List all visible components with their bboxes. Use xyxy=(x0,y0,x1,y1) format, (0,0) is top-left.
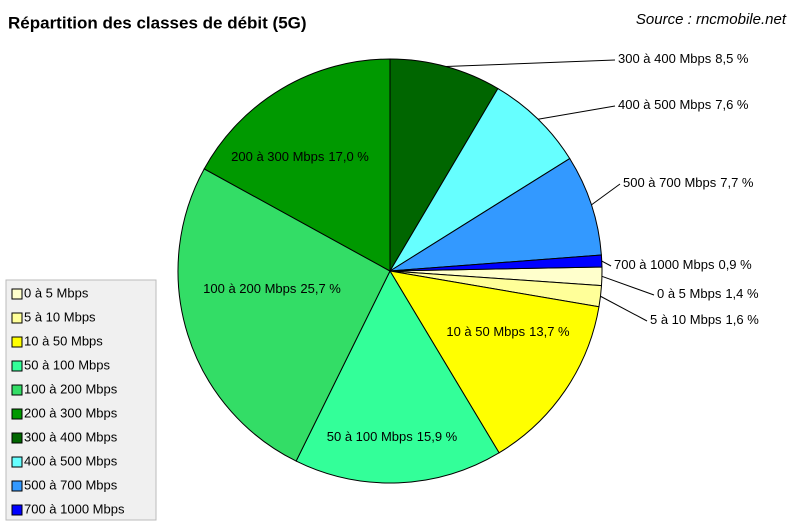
legend-swatch xyxy=(11,312,23,324)
leader-line xyxy=(445,59,616,68)
data-label-category: 50 à 100 Mbps xyxy=(327,429,414,444)
legend-label: 300 à 400 Mbps xyxy=(24,429,118,444)
legend-label: 5 à 10 Mbps xyxy=(24,309,96,324)
data-label-value: 17,0 % xyxy=(328,149,369,164)
pie: 0 à 5 Mbps 1,4 %5 à 10 Mbps 1,6 %10 à 50 M… xyxy=(177,51,759,484)
data-label-category: 400 à 500 Mbps xyxy=(618,97,712,112)
data-label-value: 0,9 % xyxy=(718,257,752,272)
data-label: 200 à 300 Mbps 17,0 % xyxy=(231,149,369,164)
legend-swatch xyxy=(11,336,23,348)
legend-box xyxy=(5,279,157,521)
legend: 0 à 5 Mbps 5 à 10 Mbps 10 à 50 Mbps 50 à 10… xyxy=(5,279,157,521)
data-label-value: 1,4 % xyxy=(725,286,759,301)
legend-swatch xyxy=(11,288,23,300)
legend-label: 0 à 5 Mbps xyxy=(24,285,89,300)
legend-label: 200 à 300 Mbps xyxy=(24,405,118,420)
pie-slice xyxy=(389,157,602,272)
data-label-category: 10 à 50 Mbps xyxy=(446,324,525,339)
chart-title: Répartition des classes de débit (5G) xyxy=(8,13,307,32)
legend-swatch xyxy=(11,432,23,444)
data-label-value: 15,9 % xyxy=(417,429,458,444)
legend-swatch xyxy=(11,384,23,396)
legend-swatch xyxy=(11,408,23,420)
data-label: 700 à 1000 Mbps 0,9 % xyxy=(614,257,752,272)
legend-label: 50 à 100 Mbps xyxy=(24,357,111,372)
legend-swatch xyxy=(11,456,23,468)
pie-slice xyxy=(389,270,600,454)
data-label-value: 25,7 % xyxy=(300,281,341,296)
leader-line xyxy=(591,183,621,206)
source: Source : rncmobile.net xyxy=(636,11,787,28)
data-label-category: 700 à 1000 Mbps xyxy=(614,257,715,272)
data-label-category: 500 à 700 Mbps xyxy=(623,175,717,190)
leader-line xyxy=(537,105,616,120)
data-label-value: 8,5 % xyxy=(715,51,749,66)
data-label: 5 à 10 Mbps 1,6 % xyxy=(650,312,759,327)
data-label: 0 à 5 Mbps 1,4 % xyxy=(657,286,759,301)
data-label-category: 300 à 400 Mbps xyxy=(618,51,712,66)
data-label-value: 13,7 % xyxy=(529,324,570,339)
data-label: 10 à 50 Mbps 13,7 % xyxy=(446,324,570,339)
pie-slice xyxy=(389,87,571,272)
leader-line xyxy=(600,295,648,322)
legend-label: 500 à 700 Mbps xyxy=(24,477,118,492)
legend-label: 10 à 50 Mbps xyxy=(24,333,103,348)
data-label: 500 à 700 Mbps 7,7 % xyxy=(623,175,754,190)
data-label: 100 à 200 Mbps 25,7 % xyxy=(203,281,341,296)
data-label-category: 0 à 5 Mbps xyxy=(657,286,722,301)
legend-swatch xyxy=(11,480,23,492)
legend-label: 100 à 200 Mbps xyxy=(24,381,118,396)
legend-label: 700 à 1000 Mbps xyxy=(24,501,125,516)
data-label-category: 5 à 10 Mbps xyxy=(650,312,722,327)
legend-label: 400 à 500 Mbps xyxy=(24,453,118,468)
data-label-value: 7,6 % xyxy=(715,97,749,112)
leader-line xyxy=(601,275,655,296)
data-label-category: 200 à 300 Mbps xyxy=(231,149,325,164)
legend-swatch xyxy=(11,360,23,372)
data-label-category: 100 à 200 Mbps xyxy=(203,281,297,296)
leader-line xyxy=(601,260,612,267)
data-label-value: 1,6 % xyxy=(726,312,760,327)
data-label: 300 à 400 Mbps 8,5 % xyxy=(618,51,749,66)
data-label: 400 à 500 Mbps 7,6 % xyxy=(618,97,749,112)
data-label-value: 7,7 % xyxy=(720,175,754,190)
pie-slice xyxy=(295,269,500,484)
legend-swatch xyxy=(11,504,23,516)
pie-slice xyxy=(203,58,391,272)
data-label: 50 à 100 Mbps 15,9 % xyxy=(327,429,458,444)
